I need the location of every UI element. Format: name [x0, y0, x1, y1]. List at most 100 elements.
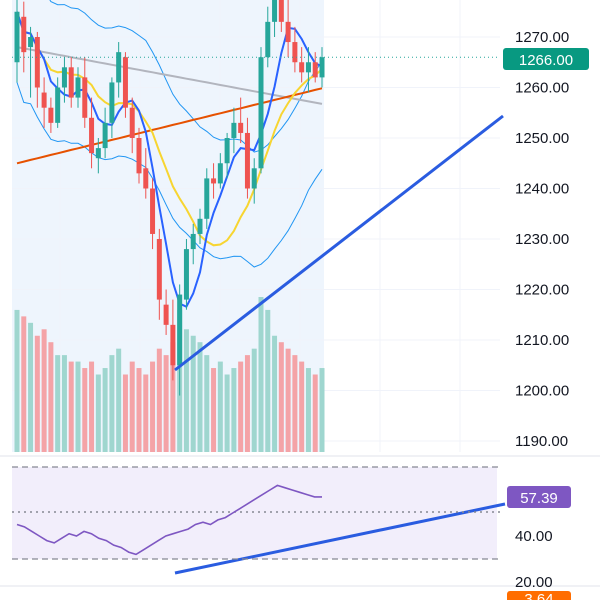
candle-body[interactable] [28, 37, 34, 48]
price-tick-label: 1240.00 [515, 181, 569, 198]
candle-body[interactable] [278, 0, 284, 22]
candle-body[interactable] [231, 122, 237, 138]
candle-body[interactable] [217, 163, 223, 184]
volume-bar [292, 355, 298, 452]
candle-body[interactable] [204, 178, 210, 219]
volume-bar [211, 368, 217, 452]
candle-body[interactable] [285, 21, 291, 43]
candle-body[interactable] [34, 37, 40, 88]
candle-body[interactable] [183, 249, 189, 300]
candle-body[interactable] [14, 11, 20, 63]
candle-body[interactable] [41, 92, 47, 108]
volume-bar [258, 297, 264, 452]
volume-bar [95, 374, 101, 452]
candle-body[interactable] [211, 178, 217, 184]
volume-bar [89, 361, 95, 452]
volume-bar [163, 355, 169, 452]
candle-body[interactable] [292, 42, 298, 63]
candle-body[interactable] [129, 107, 135, 138]
price-tick-label: 1260.00 [515, 80, 569, 97]
volume-bar [265, 309, 271, 452]
candle-body[interactable] [163, 304, 169, 325]
last-price-tag: 1266.00 [503, 48, 589, 70]
volume-bar [278, 342, 284, 452]
candle-body[interactable] [68, 67, 74, 98]
indicator-lines [16, 0, 323, 309]
candle-body[interactable] [61, 67, 67, 88]
price-tick-label: 1270.00 [515, 29, 569, 46]
volume-bar [102, 368, 108, 452]
volume-bar [244, 355, 250, 452]
candle-body[interactable] [82, 77, 88, 118]
last-price-value: 1266.00 [519, 52, 573, 69]
candle-body[interactable] [156, 239, 162, 300]
volume-bar [82, 368, 88, 452]
candle-body[interactable] [299, 62, 305, 73]
candle-body[interactable] [109, 82, 115, 123]
candle-body[interactable] [305, 62, 311, 73]
volume-bar [143, 374, 149, 452]
candle-body[interactable] [116, 52, 122, 83]
candle-body[interactable] [170, 324, 176, 366]
volume-bar [217, 361, 223, 452]
price-axis[interactable]: 1270.00 1260.00 1250.00 1240.00 1230.00 1220.… [515, 29, 569, 450]
candle-body[interactable] [89, 117, 95, 154]
candle-body[interactable] [21, 16, 27, 53]
volume-bar [28, 322, 34, 452]
volume-bar [204, 355, 210, 452]
candle-body[interactable] [48, 107, 54, 123]
candle-body[interactable] [272, 0, 278, 22]
volume-bar [170, 342, 176, 452]
volume-bars [14, 297, 325, 452]
candle-body[interactable] [244, 132, 250, 189]
candle-body[interactable] [143, 168, 149, 189]
volume-bar [122, 374, 128, 452]
trendline-price[interactable] [174, 114, 504, 372]
volume-bar [305, 368, 311, 452]
lower-band-line [16, 82, 323, 268]
volume-bar [34, 335, 40, 452]
volume-bar [197, 342, 203, 452]
volume-bar [319, 368, 325, 452]
volume-bar [312, 374, 318, 452]
candle-body[interactable] [224, 138, 230, 164]
candle-body[interactable] [190, 233, 196, 250]
rsi-axis[interactable]: 40.00 20.00 [515, 528, 553, 591]
volume-bar [156, 348, 162, 452]
candle-body[interactable] [265, 21, 271, 58]
candle-body[interactable] [238, 122, 244, 133]
candlestick-series[interactable] [14, 0, 325, 396]
candle-body[interactable] [312, 62, 318, 78]
volume-bar [285, 348, 291, 452]
rsi-value: 57.39 [520, 490, 558, 507]
candle-body[interactable] [95, 148, 101, 159]
rsi-band-region [12, 467, 497, 559]
price-tick-label: 1250.00 [515, 130, 569, 147]
volume-bar [238, 361, 244, 452]
candle-body[interactable] [75, 77, 81, 98]
candle-body[interactable] [150, 188, 156, 234]
candle-body[interactable] [122, 57, 128, 108]
candle-body[interactable] [102, 122, 108, 149]
volume-bar [68, 361, 74, 452]
rsi-line [16, 484, 322, 556]
gray-ma-line [16, 46, 323, 105]
volume-bar [150, 361, 156, 452]
candle-body[interactable] [319, 57, 325, 78]
candle-body[interactable] [55, 87, 61, 123]
volume-bar [55, 355, 61, 452]
rsi-value-tag: 57.39 [507, 486, 571, 508]
trendline-rsi[interactable] [174, 502, 506, 575]
volume-bar [21, 316, 27, 452]
candle-body[interactable] [197, 218, 203, 234]
candle-body[interactable] [258, 57, 264, 169]
candle-body[interactable] [136, 138, 142, 174]
candle-body[interactable] [177, 294, 183, 366]
volume-bar [129, 361, 135, 452]
volume-bar [75, 361, 81, 452]
candle-body[interactable] [251, 168, 257, 189]
volume-bar [14, 309, 20, 452]
volume-bar [48, 342, 54, 452]
yellow-ma-line [16, 11, 323, 247]
